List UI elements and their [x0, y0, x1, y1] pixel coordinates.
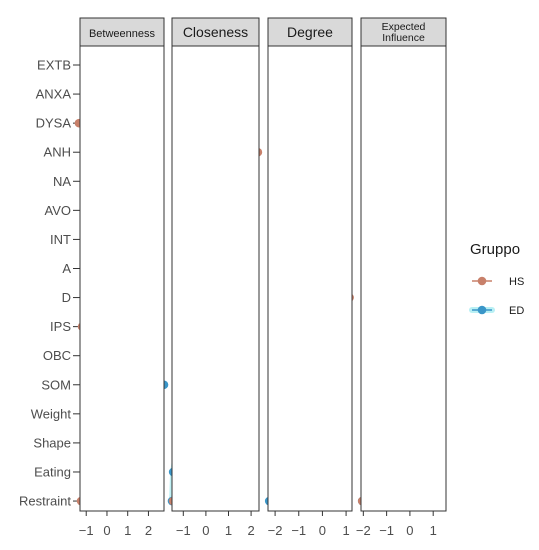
legend-label: HS — [509, 276, 524, 288]
x-tick-label: 1 — [124, 523, 131, 538]
panel-border — [267, 45, 353, 512]
y-tick-label: Restraint — [19, 494, 71, 509]
facet-title: Expected — [382, 21, 426, 33]
facet-strip — [360, 17, 447, 47]
y-tick-label: OBC — [43, 348, 71, 363]
y-tick-label: INT — [50, 232, 71, 247]
y-tick-label: A — [62, 261, 71, 276]
y-tick-label: EXTB — [37, 58, 71, 73]
y-tick-label: Shape — [33, 435, 71, 450]
x-tick-label: 1 — [225, 523, 232, 538]
x-tick-label: −1 — [176, 523, 191, 538]
y-tick-label: SOM — [41, 377, 71, 392]
y-tick-label: NA — [53, 174, 71, 189]
legend-key-point — [477, 276, 487, 286]
x-tick-label: 0 — [319, 523, 326, 538]
panel-border — [79, 45, 165, 512]
facet-panel: Degree −2 −1 0 1 — [264, 17, 354, 538]
y-tick-label: AVO — [45, 203, 72, 218]
x-tick-label: 1 — [342, 523, 349, 538]
legend-key-point — [477, 305, 487, 315]
y-tick-label: Eating — [34, 464, 71, 479]
legend-title: Gruppo — [470, 241, 520, 258]
y-tick-label: D — [62, 290, 71, 305]
facet-title: Betweenness — [89, 28, 156, 40]
x-tick-label: −1 — [379, 523, 394, 538]
x-tick-label: 0 — [406, 523, 413, 538]
y-tick-label: ANXA — [36, 87, 72, 102]
y-tick-label: IPS — [50, 319, 71, 334]
y-tick-label: ANH — [44, 145, 71, 160]
x-tick-label: 2 — [247, 523, 254, 538]
y-tick-label: DYSA — [36, 116, 72, 131]
x-tick-label: 1 — [430, 523, 437, 538]
x-tick-label: −1 — [79, 523, 94, 538]
facet-title: Degree — [287, 24, 333, 40]
x-tick-label: −2 — [268, 523, 283, 538]
facet-title: Closeness — [183, 24, 248, 40]
y-tick-label: Weight — [31, 406, 72, 421]
x-tick-label: −2 — [356, 523, 371, 538]
x-tick-label: −1 — [291, 523, 306, 538]
x-tick-label: 2 — [145, 523, 152, 538]
panel-border — [360, 45, 447, 512]
facet-title: Influence — [382, 32, 425, 44]
facet-strip — [267, 17, 353, 47]
x-tick-label: 0 — [103, 523, 110, 538]
x-tick-label: 0 — [202, 523, 209, 538]
legend-label: ED — [509, 305, 524, 317]
facet-panel: Betweenness −1 0 1 2 — [74, 17, 169, 538]
legend: Gruppo HS ED — [469, 241, 524, 317]
facet-panel: Closeness −1 0 1 2 — [167, 17, 263, 538]
panel-border — [171, 45, 260, 512]
